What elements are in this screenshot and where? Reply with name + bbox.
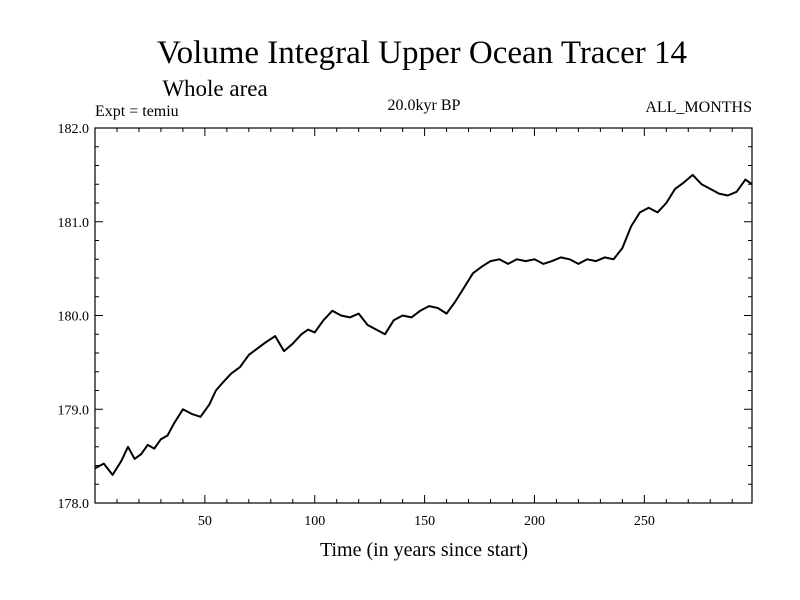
y-tick-label: 180.0 [58, 310, 90, 325]
series-layer [94, 173, 753, 476]
y-tick-label: 178.0 [58, 497, 90, 512]
plot-frame [94, 127, 753, 504]
x-tick-label: 200 [524, 514, 545, 529]
x-tick-label: 150 [414, 514, 435, 529]
chart-subtitle: Whole area [162, 76, 267, 101]
y-tick-label: 179.0 [58, 403, 90, 418]
chart-title: Volume Integral Upper Ocean Tracer 14 [157, 35, 687, 71]
y-tick-label: 182.0 [58, 122, 90, 137]
x-tick-label: 100 [304, 514, 325, 529]
x-tick-label: 50 [198, 514, 212, 529]
period-label: 20.0kyr BP [388, 97, 461, 114]
series-line [94, 173, 753, 476]
x-axis-title: Time (in years since start) [320, 539, 528, 561]
x-axis: 50 100 150 200 250 [116, 128, 733, 529]
x-tick-label: 250 [634, 514, 655, 529]
y-axis: 178.0 179.0 180.0 181.0 182.0 [58, 122, 752, 512]
experiment-label: Expt = temiu [95, 103, 179, 120]
y-tick-label: 181.0 [58, 216, 90, 231]
months-label: ALL_MONTHS [645, 99, 752, 116]
